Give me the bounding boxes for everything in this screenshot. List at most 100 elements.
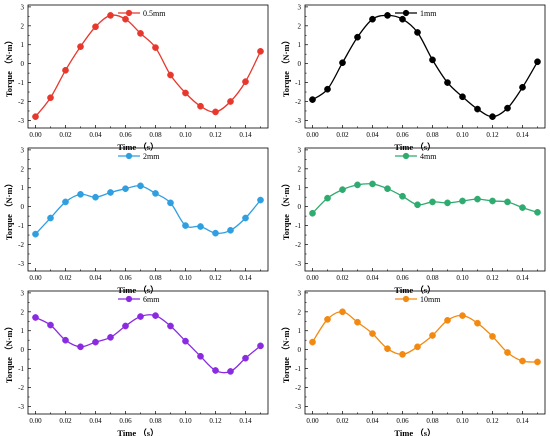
data-point (339, 308, 346, 316)
y-tick-label: 1 (21, 327, 25, 335)
data-point (242, 214, 249, 222)
data-point (167, 199, 174, 207)
x-tick-label: 0.00 (29, 417, 42, 425)
data-point (227, 98, 234, 105)
data-point (354, 33, 361, 41)
x-tick-label: 0.00 (29, 274, 42, 282)
data-point (384, 185, 391, 193)
y-tick-label: 2 (298, 308, 302, 316)
x-tick-label: 0.10 (456, 274, 469, 282)
x-tick-label: 0.08 (149, 417, 162, 425)
data-point (227, 226, 234, 234)
y-tick-label: -1 (295, 222, 301, 230)
chart-panel-6: 0.00 0.02 0.04 0.06 0.08 0.10 0.12 0.14 -3 -2 -1 0 1… (281, 289, 546, 436)
plot-frame (304, 147, 546, 272)
x-tick-label: 0.00 (306, 131, 319, 139)
data-point (459, 197, 466, 205)
data-point (47, 94, 54, 102)
y-tick-label: 2 (21, 22, 25, 30)
y-axis-label: Torque （N·m） (4, 179, 14, 240)
x-tick-label: 0.10 (456, 131, 469, 139)
x-axis-label: Time （s） (394, 142, 435, 152)
y-axis-label: Torque （N·m） (4, 36, 14, 97)
data-point (47, 214, 54, 222)
data-point (519, 357, 526, 365)
data-point (242, 78, 249, 85)
data-point (227, 368, 234, 375)
data-point (339, 186, 346, 193)
data-point (137, 30, 144, 37)
data-point (489, 333, 496, 340)
x-tick-label: 0.14 (516, 417, 529, 425)
data-point (534, 58, 541, 66)
data-point (62, 336, 69, 344)
data-point (324, 194, 331, 202)
x-tick-label: 0.00 (306, 417, 319, 425)
y-tick-label: -3 (18, 117, 24, 125)
x-tick-label: 0.04 (89, 274, 102, 282)
data-point (92, 193, 99, 201)
x-tick-label: 0.06 (119, 417, 132, 425)
data-point (212, 367, 219, 374)
data-point (122, 322, 129, 330)
x-axis-label: Time （s） (117, 142, 158, 152)
legend-marker (402, 295, 410, 303)
y-tick-label: 1 (298, 327, 302, 335)
x-tick-label: 0.06 (396, 274, 409, 282)
data-point (339, 59, 346, 67)
legend-label: 1mm (420, 9, 437, 18)
series-line (35, 314, 261, 374)
x-tick-label: 0.02 (336, 274, 349, 282)
data-point (369, 330, 376, 337)
data-point (122, 185, 129, 193)
data-point (77, 191, 84, 198)
y-tick-label: 2 (21, 165, 25, 173)
data-point (489, 113, 496, 120)
x-tick-label: 0.06 (119, 274, 132, 282)
series-line (312, 14, 539, 118)
x-tick-label: 0.04 (366, 274, 379, 282)
data-point (459, 312, 466, 319)
x-tick-label: 0.10 (179, 131, 192, 139)
data-point (242, 354, 249, 362)
data-point (122, 15, 129, 23)
data-point (414, 343, 421, 351)
y-tick-label: 3 (298, 289, 302, 297)
x-tick-label: 0.02 (336, 417, 349, 425)
y-tick-label: -2 (18, 384, 24, 392)
data-point (474, 105, 481, 113)
data-point (197, 352, 204, 360)
data-point (474, 195, 481, 203)
x-tick-label: 0.08 (426, 131, 439, 139)
data-point (429, 332, 436, 339)
data-point (429, 56, 436, 64)
y-tick-label: 0 (21, 346, 25, 354)
data-point (444, 199, 451, 207)
y-tick-label: -2 (18, 241, 24, 249)
data-point (257, 196, 264, 204)
data-point (399, 351, 406, 358)
data-point (504, 104, 511, 112)
data-point (444, 79, 451, 86)
data-point (197, 102, 204, 110)
y-tick-label: 2 (298, 165, 302, 173)
data-point (324, 316, 331, 323)
x-axis-label: Time （s） (117, 428, 158, 436)
x-tick-label: 0.00 (306, 274, 319, 282)
x-tick-label: 0.08 (426, 417, 439, 425)
y-axis-label: Torque （N·m） (281, 322, 291, 383)
data-point (324, 85, 331, 93)
plot-frame (27, 290, 269, 415)
x-tick-label: 0.08 (149, 131, 162, 139)
data-point (384, 12, 391, 19)
y-tick-label: -3 (18, 403, 24, 411)
data-point (429, 198, 436, 206)
legend-marker (125, 9, 133, 17)
data-point (32, 314, 39, 321)
legend-label: 0.5mm (143, 9, 166, 18)
data-point (92, 338, 99, 346)
y-axis-label: Torque （N·m） (281, 36, 291, 97)
x-tick-label: 0.06 (396, 417, 409, 425)
x-tick-label: 0.04 (366, 131, 379, 139)
data-point (107, 12, 114, 19)
